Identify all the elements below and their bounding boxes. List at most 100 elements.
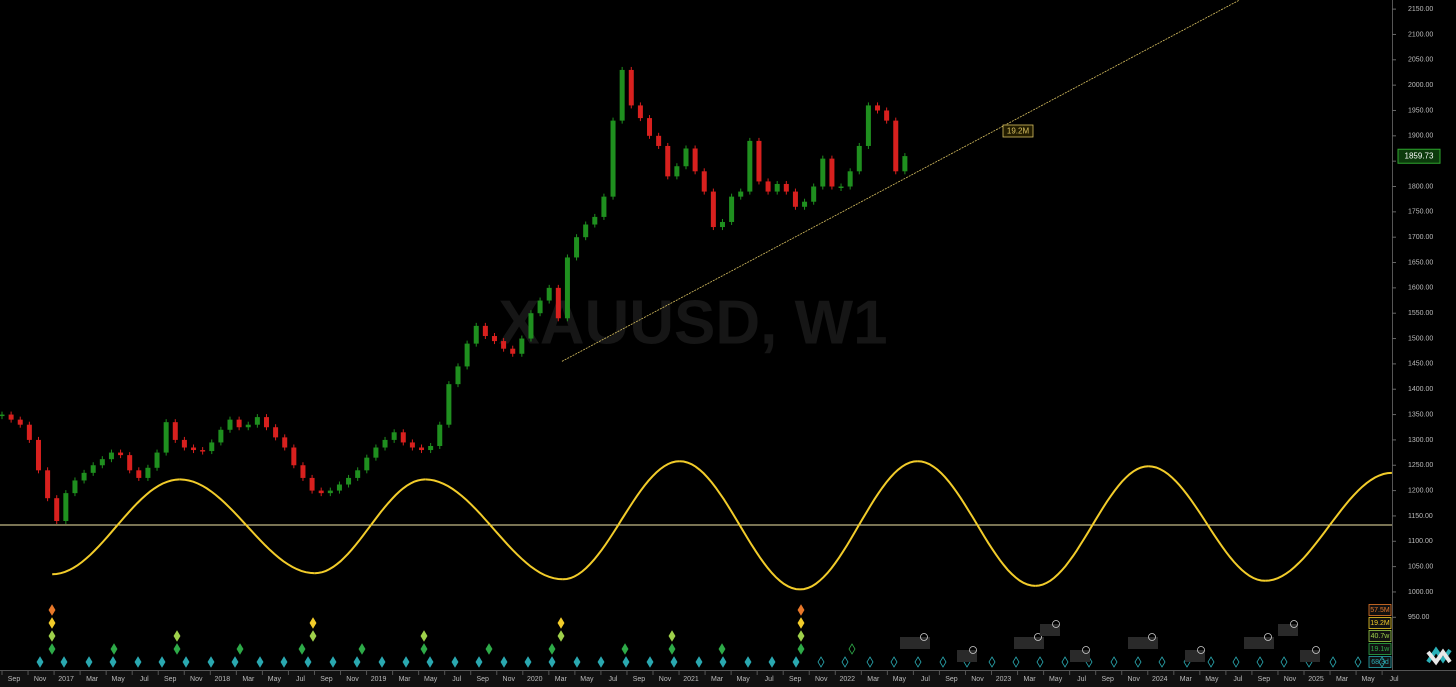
candle [26,424,32,440]
x-tick-label: 2020 [527,676,543,683]
candle [346,477,352,485]
cycle-wave [52,478,180,576]
candle [81,472,87,481]
candle [865,105,871,146]
candle [875,105,881,111]
x-tick-label: Mar [1024,676,1037,683]
candle [282,437,288,448]
projection-marker [1148,633,1156,641]
cycle-diamond [1232,656,1240,668]
cycle-diamond [353,656,361,668]
x-tick-label: Sep [476,676,489,683]
x-tick-label: Jul [1233,676,1242,683]
projection-box [1040,624,1060,636]
y-tick-label: 1900.00 [1408,133,1433,140]
candle [163,422,169,453]
y-tick-label: 1100.00 [1408,538,1433,545]
x-tick-label: Nov [815,676,828,683]
cycle-diamond [110,643,118,655]
y-tick-label: 1550.00 [1408,310,1433,317]
x-tick-label: Nov [659,676,672,683]
candle [829,158,835,187]
projection-box [1300,650,1320,662]
projection-box [900,637,930,649]
x-tick-label: Nov [34,676,47,683]
x-tick-label: Sep [320,676,333,683]
x-tick-label: Jul [1390,676,1399,683]
candle [145,467,151,478]
candle [482,325,488,337]
candle [519,338,525,354]
candle [510,348,516,354]
candle [273,427,279,438]
current-price-label: 1859.73 [1405,151,1434,160]
x-tick-label: 2022 [839,676,855,683]
cycle-diamond [500,656,508,668]
y-tick-label: 1200.00 [1408,487,1433,494]
projection-box [1070,650,1090,662]
y-tick-label: 1500.00 [1408,335,1433,342]
cycle-diamond [236,643,244,655]
cycle-diamond [744,656,752,668]
candle [774,183,780,192]
candle [17,419,23,425]
candle [72,480,78,494]
cycle-diamond [670,656,678,668]
cycle-diamond [866,656,874,668]
candle [45,470,51,499]
cycle-diamond [298,643,306,655]
y-tick-label: 1050.00 [1408,563,1433,570]
cycle-diamond [309,630,317,642]
y-tick-label: 1400.00 [1408,386,1433,393]
y-tick-label: 1800.00 [1408,183,1433,190]
projection-box [1014,637,1044,649]
cycle-diamond [85,656,93,668]
time-axis-panel [0,670,1456,687]
cycle-diamond [182,656,190,668]
candle [191,447,197,451]
cycle-diamond [1110,656,1118,668]
cycle-diamond [524,656,532,668]
cycle-diamond [792,656,800,668]
candle [719,221,725,228]
x-tick-label: May [268,676,282,683]
candle [501,341,507,349]
cycle-diamond [358,643,366,655]
x-tick-label: Sep [1101,676,1114,683]
x-tick-label: May [1049,676,1063,683]
x-tick-label: May [1361,676,1375,683]
cycle-diamond [841,656,849,668]
cycle-legend-label: 68.3d [1371,659,1389,666]
candle [701,171,707,192]
cycle-diamond [768,656,776,668]
candle [373,447,379,458]
cycle-diamond [695,656,703,668]
cycle-diamond [548,643,556,655]
candle [692,148,698,172]
candle [847,171,853,187]
x-tick-label: Mar [711,676,724,683]
projection-box [1278,624,1298,636]
x-tick-label: 2019 [371,676,387,683]
y-tick-label: 1650.00 [1408,259,1433,266]
cycle-diamond [646,656,654,668]
candle [218,429,224,443]
cycle-wave [679,460,801,591]
candle [491,336,497,342]
logo-mark [1426,648,1452,666]
cycle-diamond [557,630,565,642]
projection-marker [1034,633,1042,641]
cycle-diamond [668,643,676,655]
y-tick-label: 2150.00 [1408,6,1433,13]
candle [236,419,242,428]
x-tick-label: May [424,676,438,683]
cycle-diamond [256,656,264,668]
x-tick-label: Sep [945,676,958,683]
candle [127,455,133,471]
cycle-diamond [1158,656,1166,668]
candle [464,343,470,367]
candle [263,417,269,428]
candle [893,120,899,172]
cycle-diamond [280,656,288,668]
y-tick-label: 2050.00 [1408,57,1433,64]
